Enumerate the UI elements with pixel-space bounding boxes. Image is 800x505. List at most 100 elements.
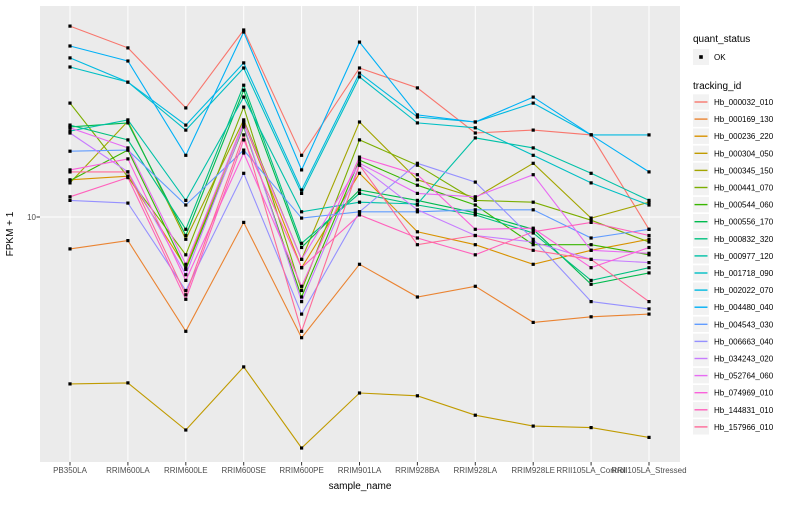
data-point — [68, 195, 72, 199]
data-point — [300, 257, 304, 261]
x-tick-label: RRIM600LE — [164, 466, 208, 475]
data-point — [242, 148, 246, 152]
data-point — [242, 120, 246, 124]
data-point — [242, 138, 246, 142]
legend-entry-label: Hb_000544_060 — [714, 201, 774, 210]
x-axis-title: sample_name — [329, 481, 392, 492]
data-point — [589, 248, 593, 252]
data-point — [473, 284, 477, 288]
data-point — [415, 295, 419, 299]
data-point — [589, 181, 593, 185]
data-point — [300, 153, 304, 157]
x-tick-label: RRII105LA_Control — [556, 466, 626, 475]
data-point — [531, 230, 535, 234]
data-point — [242, 151, 246, 155]
data-point — [531, 128, 535, 132]
data-point — [647, 271, 651, 275]
y-tick-label: 10 — [27, 213, 36, 222]
data-point — [242, 171, 246, 175]
data-point — [242, 125, 246, 129]
data-point — [126, 201, 130, 205]
data-point — [647, 300, 651, 304]
data-point — [647, 312, 651, 316]
x-tick-label: RRIM600LA — [106, 466, 150, 475]
data-point — [473, 213, 477, 217]
legend-entry-label: Hb_157966_010 — [714, 423, 774, 432]
data-point — [647, 198, 651, 202]
data-point — [415, 243, 419, 247]
data-point — [126, 176, 130, 180]
data-point — [68, 382, 72, 386]
data-point — [647, 200, 651, 204]
data-point — [126, 138, 130, 142]
data-point — [415, 173, 419, 177]
data-point — [184, 267, 188, 271]
data-point — [357, 262, 362, 266]
data-point — [184, 203, 188, 207]
data-point — [242, 66, 246, 70]
data-point — [242, 123, 246, 127]
data-point — [300, 210, 304, 214]
data-point — [184, 128, 188, 132]
data-point — [357, 120, 362, 124]
data-point — [357, 155, 362, 159]
data-point — [531, 200, 535, 204]
data-point — [184, 428, 188, 432]
data-point — [184, 288, 188, 293]
data-point — [68, 131, 72, 135]
data-point — [647, 233, 651, 238]
data-point — [415, 183, 419, 187]
data-point — [68, 126, 72, 130]
data-point — [473, 211, 477, 215]
legend-entry-label: Hb_000832_320 — [714, 235, 774, 244]
data-point — [300, 329, 304, 333]
data-point — [357, 163, 362, 167]
data-point — [68, 44, 72, 48]
data-point — [415, 121, 419, 125]
legend-entry-label: Hb_001718_090 — [714, 269, 774, 278]
data-point — [242, 95, 246, 99]
data-point — [184, 253, 188, 257]
y-axis-title: FPKM + 1 — [5, 211, 16, 256]
data-point — [184, 266, 188, 270]
data-point — [415, 208, 419, 212]
data-point — [473, 120, 477, 124]
legend-entry-label: Hb_000441_070 — [714, 184, 774, 193]
legend-entry-label: Hb_006663_040 — [714, 337, 774, 346]
data-point — [184, 106, 188, 110]
data-point — [473, 243, 477, 247]
data-point — [415, 113, 419, 117]
x-tick-label: RRIM928LA — [454, 466, 498, 475]
data-point — [357, 71, 362, 75]
data-point — [357, 138, 362, 142]
data-point — [589, 266, 593, 270]
data-point — [415, 163, 419, 167]
data-point — [242, 133, 246, 137]
data-point — [300, 245, 304, 250]
x-tick-label: RRII105LA_Stressed — [611, 466, 686, 475]
data-point — [531, 153, 535, 157]
data-point — [473, 203, 477, 207]
x-tick-label: RRIM600SE — [221, 466, 265, 475]
data-point — [184, 227, 188, 231]
data-point — [473, 413, 477, 417]
data-point — [126, 381, 130, 385]
legend-entry-label: Hb_000169_130 — [714, 115, 774, 124]
data-point — [68, 56, 72, 60]
data-point — [589, 218, 593, 222]
data-point — [357, 171, 362, 175]
data-point — [647, 237, 651, 241]
data-point — [589, 426, 593, 430]
data-point — [647, 170, 651, 174]
data-point — [300, 188, 304, 192]
data-point — [300, 312, 304, 316]
data-point — [415, 210, 419, 214]
data-point — [68, 101, 72, 105]
data-point — [126, 157, 130, 161]
data-point — [300, 266, 304, 270]
data-point — [415, 191, 419, 195]
x-tick-label: PB350LA — [53, 466, 87, 475]
data-point — [242, 220, 246, 224]
data-point — [415, 394, 419, 398]
